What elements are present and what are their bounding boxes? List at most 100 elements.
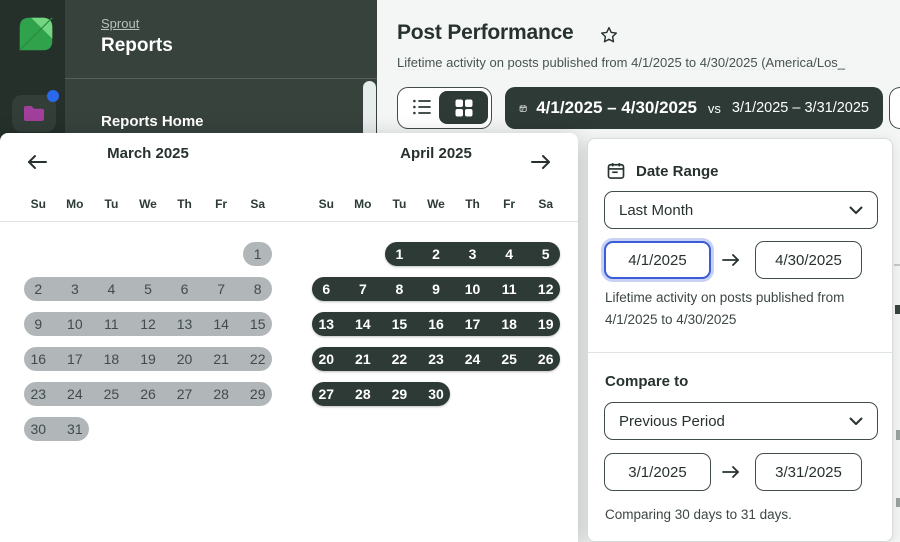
weekday-label: Sa bbox=[250, 197, 265, 211]
day-cell[interactable]: 18 bbox=[103, 351, 120, 367]
page-subtitle: Lifetime activity on posts published fro… bbox=[397, 55, 846, 70]
date-range-pill-button[interactable]: 4/1/2025 – 4/30/2025 vs 3/1/2025 – 3/31/… bbox=[505, 87, 883, 129]
day-cell[interactable]: 13 bbox=[176, 316, 193, 332]
day-cell[interactable]: 28 bbox=[213, 386, 229, 402]
sprout-breadcrumb-link[interactable]: Sprout bbox=[101, 16, 140, 31]
day-cell[interactable]: 3 bbox=[70, 281, 79, 297]
day-cell[interactable]: 9 bbox=[432, 281, 440, 297]
day-cell[interactable]: 7 bbox=[358, 281, 367, 297]
day-cell[interactable]: 1 bbox=[253, 246, 262, 262]
day-cell[interactable]: 24 bbox=[464, 351, 481, 367]
sprout-logo-icon[interactable] bbox=[13, 11, 59, 57]
day-cell[interactable]: 2 bbox=[432, 246, 440, 262]
day-cell[interactable]: 23 bbox=[428, 351, 444, 367]
occluded-content-fragment bbox=[896, 498, 900, 507]
day-cell[interactable]: 4 bbox=[505, 246, 514, 262]
day-cell[interactable]: 11 bbox=[104, 316, 119, 332]
sidebar-scrollbar[interactable] bbox=[363, 81, 376, 141]
day-cell[interactable]: 29 bbox=[249, 386, 266, 402]
sidebar-item-reports-home[interactable]: Reports Home bbox=[101, 113, 204, 130]
day-cell[interactable]: 4 bbox=[107, 281, 116, 297]
day-cell[interactable]: 3 bbox=[468, 246, 477, 262]
day-cell[interactable]: 31 bbox=[67, 421, 83, 437]
day-cell[interactable]: 2 bbox=[34, 281, 43, 297]
day-cell[interactable]: 19 bbox=[537, 316, 554, 332]
folder-icon bbox=[24, 106, 44, 121]
next-month-button[interactable] bbox=[526, 147, 556, 177]
previous-month-button[interactable] bbox=[22, 147, 52, 177]
list-view-button[interactable] bbox=[402, 91, 442, 123]
pill-compare-range: 3/1/2025 – 3/31/2025 bbox=[731, 100, 869, 116]
compare-start-date-input[interactable] bbox=[604, 453, 711, 491]
day-cell[interactable]: 11 bbox=[501, 281, 517, 297]
day-cell[interactable]: 30 bbox=[30, 421, 47, 437]
day-cell[interactable]: 27 bbox=[318, 386, 335, 402]
day-cell[interactable]: 28 bbox=[355, 386, 371, 402]
day-cell[interactable]: 30 bbox=[428, 386, 444, 402]
compare-end-date-input[interactable] bbox=[755, 453, 862, 491]
day-cell[interactable]: 17 bbox=[464, 316, 481, 332]
day-cell[interactable]: 22 bbox=[391, 351, 408, 367]
start-date-input[interactable] bbox=[604, 241, 711, 279]
day-cell[interactable]: 26 bbox=[140, 386, 156, 402]
day-cell[interactable]: 20 bbox=[318, 351, 335, 367]
week-row: 30 31 bbox=[20, 417, 276, 441]
weekday-label: We bbox=[139, 197, 157, 211]
weekday-row: Su Mo Tu We Th Fr Sa bbox=[308, 195, 564, 211]
day-cell[interactable]: 24 bbox=[67, 386, 83, 402]
day-cell[interactable]: 6 bbox=[322, 281, 331, 297]
day-cell[interactable]: 8 bbox=[253, 281, 262, 297]
occluded-content-fragment bbox=[896, 430, 900, 440]
grid-view-button[interactable] bbox=[439, 91, 488, 124]
day-cell[interactable]: 5 bbox=[144, 281, 152, 297]
day-cell[interactable]: 6 bbox=[180, 281, 189, 297]
compare-range-pill bbox=[24, 277, 272, 301]
day-cell[interactable]: 9 bbox=[34, 316, 43, 332]
compare-preset-select[interactable]: Previous Period bbox=[604, 402, 878, 440]
pill-primary-range: 4/1/2025 – 4/30/2025 bbox=[536, 98, 697, 117]
day-cell[interactable]: 14 bbox=[213, 316, 229, 332]
day-cell[interactable]: 10 bbox=[464, 281, 481, 297]
chevron-down-icon bbox=[849, 206, 863, 215]
day-cell[interactable]: 7 bbox=[217, 281, 226, 297]
compare-helper-text: Comparing 30 days to 31 days. bbox=[605, 507, 792, 522]
day-cell[interactable]: 8 bbox=[395, 281, 404, 297]
end-date-input[interactable] bbox=[755, 241, 862, 279]
day-cell[interactable]: 16 bbox=[30, 351, 47, 367]
day-cell[interactable]: 22 bbox=[249, 351, 266, 367]
day-cell[interactable]: 29 bbox=[391, 386, 408, 402]
day-cell[interactable]: 10 bbox=[67, 316, 83, 332]
weekday-label: Tu bbox=[392, 197, 407, 211]
day-cell[interactable]: 15 bbox=[391, 316, 408, 332]
day-cell[interactable]: 26 bbox=[537, 351, 554, 367]
day-cell[interactable]: 18 bbox=[501, 316, 517, 332]
day-cell[interactable]: 17 bbox=[67, 351, 83, 367]
selected-range-pill bbox=[385, 242, 560, 266]
day-cell[interactable]: 25 bbox=[501, 351, 517, 367]
month-title: April 2025 bbox=[400, 145, 472, 162]
day-cell[interactable]: 25 bbox=[103, 386, 120, 402]
weekday-label: Mo bbox=[66, 197, 84, 211]
date-range-preset-select[interactable]: Last Month bbox=[604, 191, 878, 229]
day-cell[interactable]: 13 bbox=[318, 316, 335, 332]
day-cell[interactable]: 19 bbox=[140, 351, 156, 367]
favorite-star-icon[interactable] bbox=[598, 25, 620, 47]
day-cell[interactable]: 16 bbox=[428, 316, 444, 332]
date-range-label: Date Range bbox=[636, 162, 719, 180]
preset-value: Last Month bbox=[619, 201, 694, 219]
day-cell[interactable]: 1 bbox=[395, 246, 404, 262]
day-cell[interactable]: 23 bbox=[30, 386, 47, 402]
date-picker-flyout: March 2025 Su Mo Tu We Th Fr Sa 1 2 3 4 5 6 7 8 9 10 11 1… bbox=[0, 133, 578, 542]
day-cell[interactable]: 12 bbox=[537, 281, 554, 297]
day-cell[interactable]: 21 bbox=[355, 351, 371, 367]
day-cell[interactable]: 27 bbox=[176, 386, 193, 402]
calendar-month-april: April 2025 Su Mo Tu We Th Fr Sa 1 2 3 4 5 6 7 8 9 10 11 1… bbox=[308, 143, 564, 417]
week-row: 13 14 15 16 17 18 19 bbox=[308, 312, 564, 336]
day-cell[interactable]: 5 bbox=[541, 246, 550, 262]
day-cell[interactable]: 14 bbox=[355, 316, 371, 332]
day-cell[interactable]: 21 bbox=[213, 351, 229, 367]
day-cell[interactable]: 15 bbox=[249, 316, 266, 332]
day-cell[interactable]: 12 bbox=[140, 316, 156, 332]
reports-folder-tile[interactable] bbox=[12, 95, 56, 132]
day-cell[interactable]: 20 bbox=[176, 351, 193, 367]
